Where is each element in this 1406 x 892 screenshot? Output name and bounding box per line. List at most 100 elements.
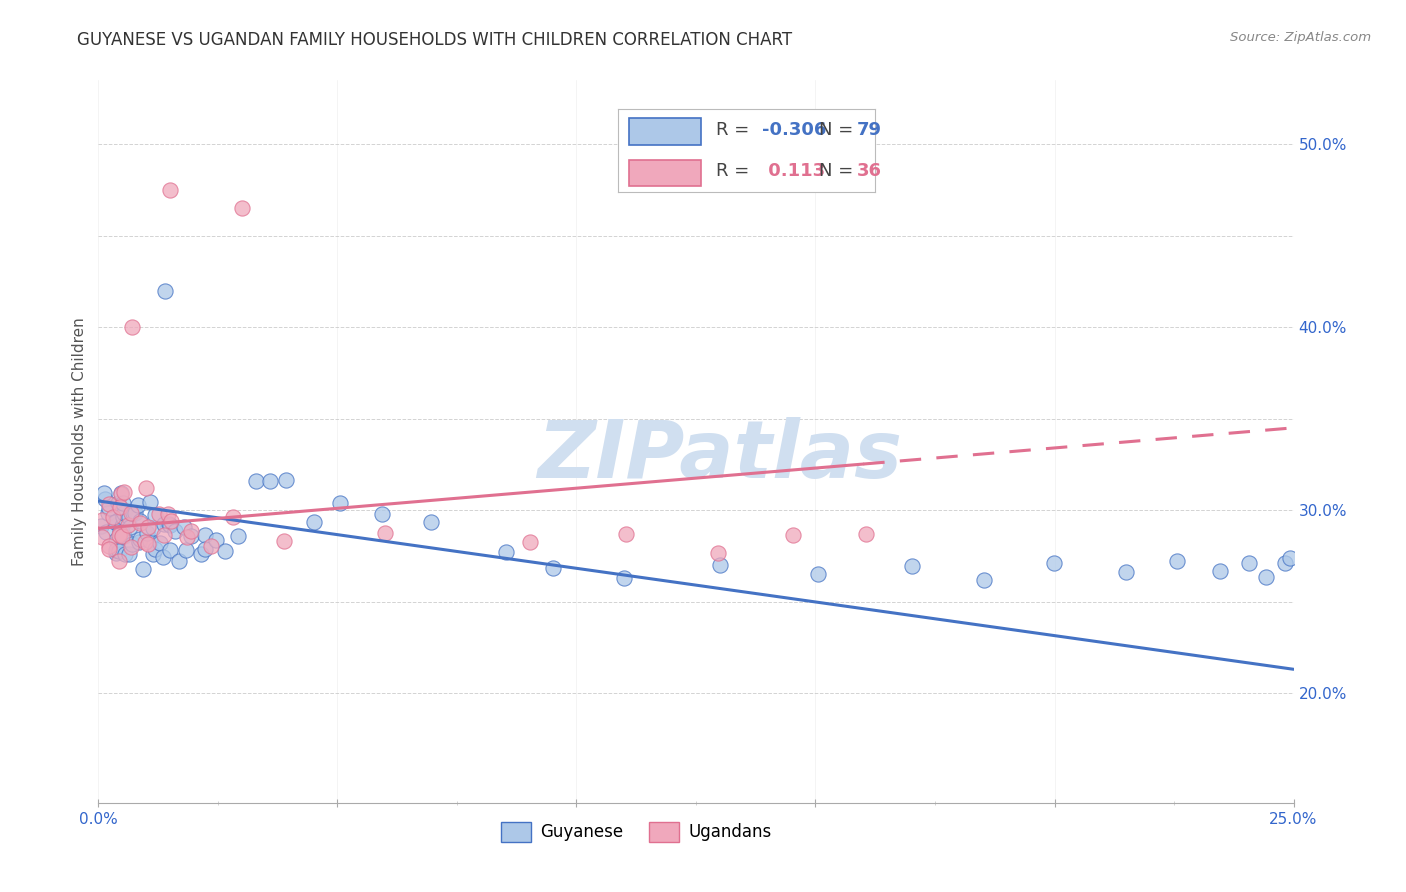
Point bbox=[194, 541, 217, 556]
Point bbox=[148, 507, 170, 521]
Point bbox=[93, 485, 115, 500]
Point bbox=[104, 515, 127, 529]
Point bbox=[90, 519, 112, 533]
Point bbox=[152, 550, 174, 565]
Point bbox=[94, 491, 117, 506]
Point bbox=[103, 509, 125, 524]
Point bbox=[129, 516, 152, 530]
Point bbox=[782, 528, 804, 542]
Point bbox=[108, 554, 131, 568]
Point bbox=[160, 514, 183, 528]
Point bbox=[135, 481, 157, 495]
Point bbox=[180, 524, 202, 538]
Point bbox=[112, 506, 135, 520]
Point bbox=[98, 541, 121, 556]
Point bbox=[118, 510, 141, 524]
Point bbox=[111, 510, 134, 524]
Point bbox=[152, 528, 174, 542]
Point bbox=[136, 525, 159, 540]
Point bbox=[132, 562, 155, 576]
Point bbox=[138, 495, 160, 509]
Point bbox=[613, 571, 636, 585]
Point bbox=[139, 534, 162, 549]
Point bbox=[245, 474, 267, 488]
Point bbox=[97, 539, 120, 553]
Point bbox=[155, 284, 177, 298]
Point bbox=[273, 533, 295, 548]
Point bbox=[159, 183, 181, 197]
Point bbox=[110, 524, 132, 538]
Point bbox=[120, 506, 142, 520]
Point bbox=[121, 320, 143, 334]
Point bbox=[259, 475, 281, 489]
Point bbox=[1115, 565, 1137, 579]
Point bbox=[1274, 556, 1296, 570]
Point bbox=[159, 518, 181, 533]
Point bbox=[142, 547, 165, 561]
Point bbox=[276, 473, 298, 487]
Point bbox=[124, 506, 146, 520]
Point bbox=[112, 529, 135, 543]
Point bbox=[176, 530, 198, 544]
Point bbox=[97, 497, 120, 511]
Point bbox=[1208, 564, 1230, 578]
Point bbox=[973, 573, 995, 587]
Point bbox=[541, 560, 564, 574]
Point bbox=[104, 542, 127, 557]
Point bbox=[616, 526, 638, 541]
Point bbox=[117, 518, 139, 533]
Point bbox=[180, 529, 202, 543]
Point bbox=[153, 516, 176, 531]
Point bbox=[127, 499, 149, 513]
Point bbox=[519, 535, 541, 549]
Point bbox=[163, 524, 186, 539]
Point bbox=[371, 507, 394, 521]
Point bbox=[149, 536, 172, 550]
Point bbox=[138, 536, 160, 550]
Point bbox=[302, 515, 325, 529]
Point bbox=[110, 500, 132, 514]
Point bbox=[167, 554, 190, 568]
Point bbox=[112, 484, 135, 499]
Point bbox=[104, 546, 127, 560]
Point bbox=[709, 558, 731, 573]
Point bbox=[112, 496, 135, 510]
Point bbox=[136, 520, 159, 534]
Point bbox=[200, 539, 222, 553]
Point bbox=[855, 527, 877, 541]
Point bbox=[420, 516, 443, 530]
Point bbox=[1256, 570, 1278, 584]
Point bbox=[91, 513, 114, 527]
Point bbox=[111, 518, 134, 533]
Point bbox=[222, 509, 245, 524]
Point bbox=[1278, 550, 1301, 565]
Point bbox=[142, 521, 165, 535]
Point bbox=[134, 535, 156, 549]
Point bbox=[1166, 554, 1188, 568]
Point bbox=[107, 543, 129, 558]
Point bbox=[111, 529, 134, 543]
Point bbox=[91, 530, 114, 544]
Point bbox=[110, 486, 132, 500]
Point bbox=[205, 533, 228, 547]
Point bbox=[157, 517, 180, 532]
Point bbox=[173, 520, 195, 534]
Point bbox=[128, 535, 150, 549]
Point bbox=[190, 547, 212, 561]
Point bbox=[143, 542, 166, 557]
Point bbox=[118, 547, 141, 561]
Point bbox=[120, 520, 142, 534]
Point bbox=[121, 537, 143, 551]
Point bbox=[157, 507, 180, 521]
Point bbox=[97, 506, 120, 520]
Point bbox=[110, 487, 132, 501]
Legend: Guyanese, Ugandans: Guyanese, Ugandans bbox=[494, 815, 779, 848]
Point bbox=[120, 540, 142, 554]
Point bbox=[228, 528, 250, 542]
Point bbox=[194, 527, 217, 541]
Point bbox=[98, 501, 121, 516]
Point bbox=[707, 546, 730, 560]
Point bbox=[129, 514, 152, 528]
Point bbox=[214, 544, 236, 558]
Point bbox=[122, 506, 145, 520]
